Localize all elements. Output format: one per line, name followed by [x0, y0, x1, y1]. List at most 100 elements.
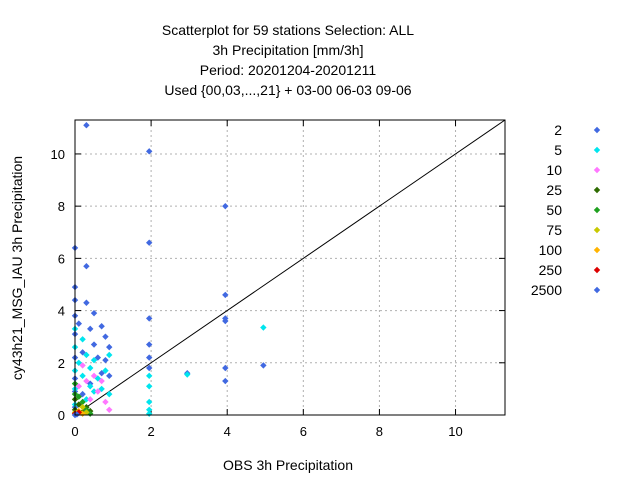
data-point	[222, 377, 229, 385]
legend-label: 100	[539, 242, 563, 258]
series-10-points	[75, 362, 113, 413]
x-tick-label: 2	[147, 424, 154, 439]
legend-marker	[593, 186, 601, 194]
data-point	[106, 351, 113, 359]
data-point	[90, 356, 98, 364]
data-point	[102, 398, 109, 406]
legend-item: 50	[546, 202, 601, 218]
data-point	[260, 362, 267, 369]
chart-title-line-3: Period: 20201204-20201211	[200, 62, 377, 78]
data-point	[87, 396, 94, 403]
legend-marker	[593, 226, 601, 234]
legend-item: 2500	[531, 282, 601, 298]
data-point	[106, 390, 113, 398]
data-point	[98, 370, 105, 377]
legend-item: 250	[539, 262, 601, 278]
legend-marker	[593, 146, 601, 154]
data-point	[79, 336, 86, 343]
series-2-points	[71, 122, 267, 411]
x-tick-label: 0	[71, 424, 78, 439]
data-point	[83, 262, 90, 270]
data-point	[87, 383, 94, 390]
legend-item: 10	[546, 162, 601, 178]
legend-label: 5	[554, 142, 562, 158]
legend-marker	[593, 246, 601, 254]
data-point	[146, 148, 153, 155]
data-point	[106, 372, 113, 380]
legend-label: 2	[554, 122, 562, 138]
data-point	[90, 388, 98, 395]
data-point	[83, 299, 90, 306]
data-point	[146, 239, 153, 246]
x-axis-label: OBS 3h Precipitation	[223, 457, 353, 473]
legend-marker	[593, 126, 601, 134]
data-point	[75, 359, 83, 366]
data-point	[75, 320, 83, 327]
legend-marker	[593, 166, 601, 174]
x-tick-label: 6	[300, 424, 307, 439]
data-point	[102, 356, 109, 364]
legend-item: 2	[554, 122, 601, 138]
data-point	[102, 333, 109, 340]
data-point	[146, 364, 153, 372]
data-point	[106, 406, 113, 413]
data-point	[146, 383, 153, 390]
legend-label: 50	[546, 202, 562, 218]
data-point	[184, 371, 191, 378]
data-point	[90, 309, 98, 317]
data-point	[75, 393, 83, 400]
data-point	[222, 317, 229, 325]
plot-frame	[74, 119, 506, 416]
data-point	[98, 377, 105, 385]
legend-item: 75	[546, 222, 601, 238]
x-tick-label: 4	[224, 424, 231, 439]
data-point	[222, 291, 229, 299]
data-point	[90, 372, 98, 380]
y-tick-label: 8	[58, 199, 65, 214]
data-points	[71, 122, 267, 419]
y-tick-label: 6	[58, 251, 65, 266]
data-point	[146, 372, 153, 380]
y-axis-ticks: 0 2 4 6 8 10	[51, 147, 505, 423]
data-point	[73, 411, 81, 418]
data-point	[222, 202, 229, 210]
data-point	[98, 323, 105, 330]
data-point	[146, 354, 153, 361]
data-point	[94, 354, 102, 361]
data-point	[106, 343, 113, 351]
chart-title-line-1: Scatterplot for 59 stations Selection: A…	[162, 22, 414, 38]
data-point	[90, 341, 98, 348]
chart-title-line-4: Used {00,03,...,21} + 03-00 06-03 09-06	[164, 82, 411, 98]
data-point	[87, 364, 94, 372]
data-point	[79, 398, 86, 406]
data-point	[102, 367, 109, 374]
y-tick-label: 10	[51, 147, 65, 162]
x-tick-label: 10	[448, 424, 462, 439]
data-point	[83, 396, 90, 403]
series-5-points	[71, 324, 267, 417]
legend-label: 75	[546, 222, 562, 238]
legend-marker	[593, 286, 601, 294]
x-axis-ticks: 0 2 4 6 8 10	[71, 120, 463, 439]
data-point	[222, 364, 229, 372]
data-point	[75, 383, 83, 390]
legend-label: 250	[539, 262, 563, 278]
data-point	[83, 377, 90, 385]
data-point	[146, 398, 153, 406]
chart-title-line-2: 3h Precipitation [mm/3h]	[213, 42, 364, 58]
legend-marker	[593, 266, 601, 274]
data-point	[79, 403, 86, 411]
data-point	[83, 122, 90, 129]
y-axis-label: cy43h21_MSG_IAU 3h Precipitation	[9, 156, 25, 380]
data-point	[75, 409, 83, 416]
diagonal-reference-line	[74, 119, 506, 416]
y-tick-label: 0	[58, 408, 65, 423]
legend-label: 10	[546, 162, 562, 178]
data-point	[94, 375, 102, 382]
data-point	[83, 351, 90, 359]
x-tick-label: 8	[376, 424, 383, 439]
data-point	[79, 390, 86, 398]
legend-item: 25	[546, 182, 601, 198]
legend-item: 5	[554, 142, 601, 158]
